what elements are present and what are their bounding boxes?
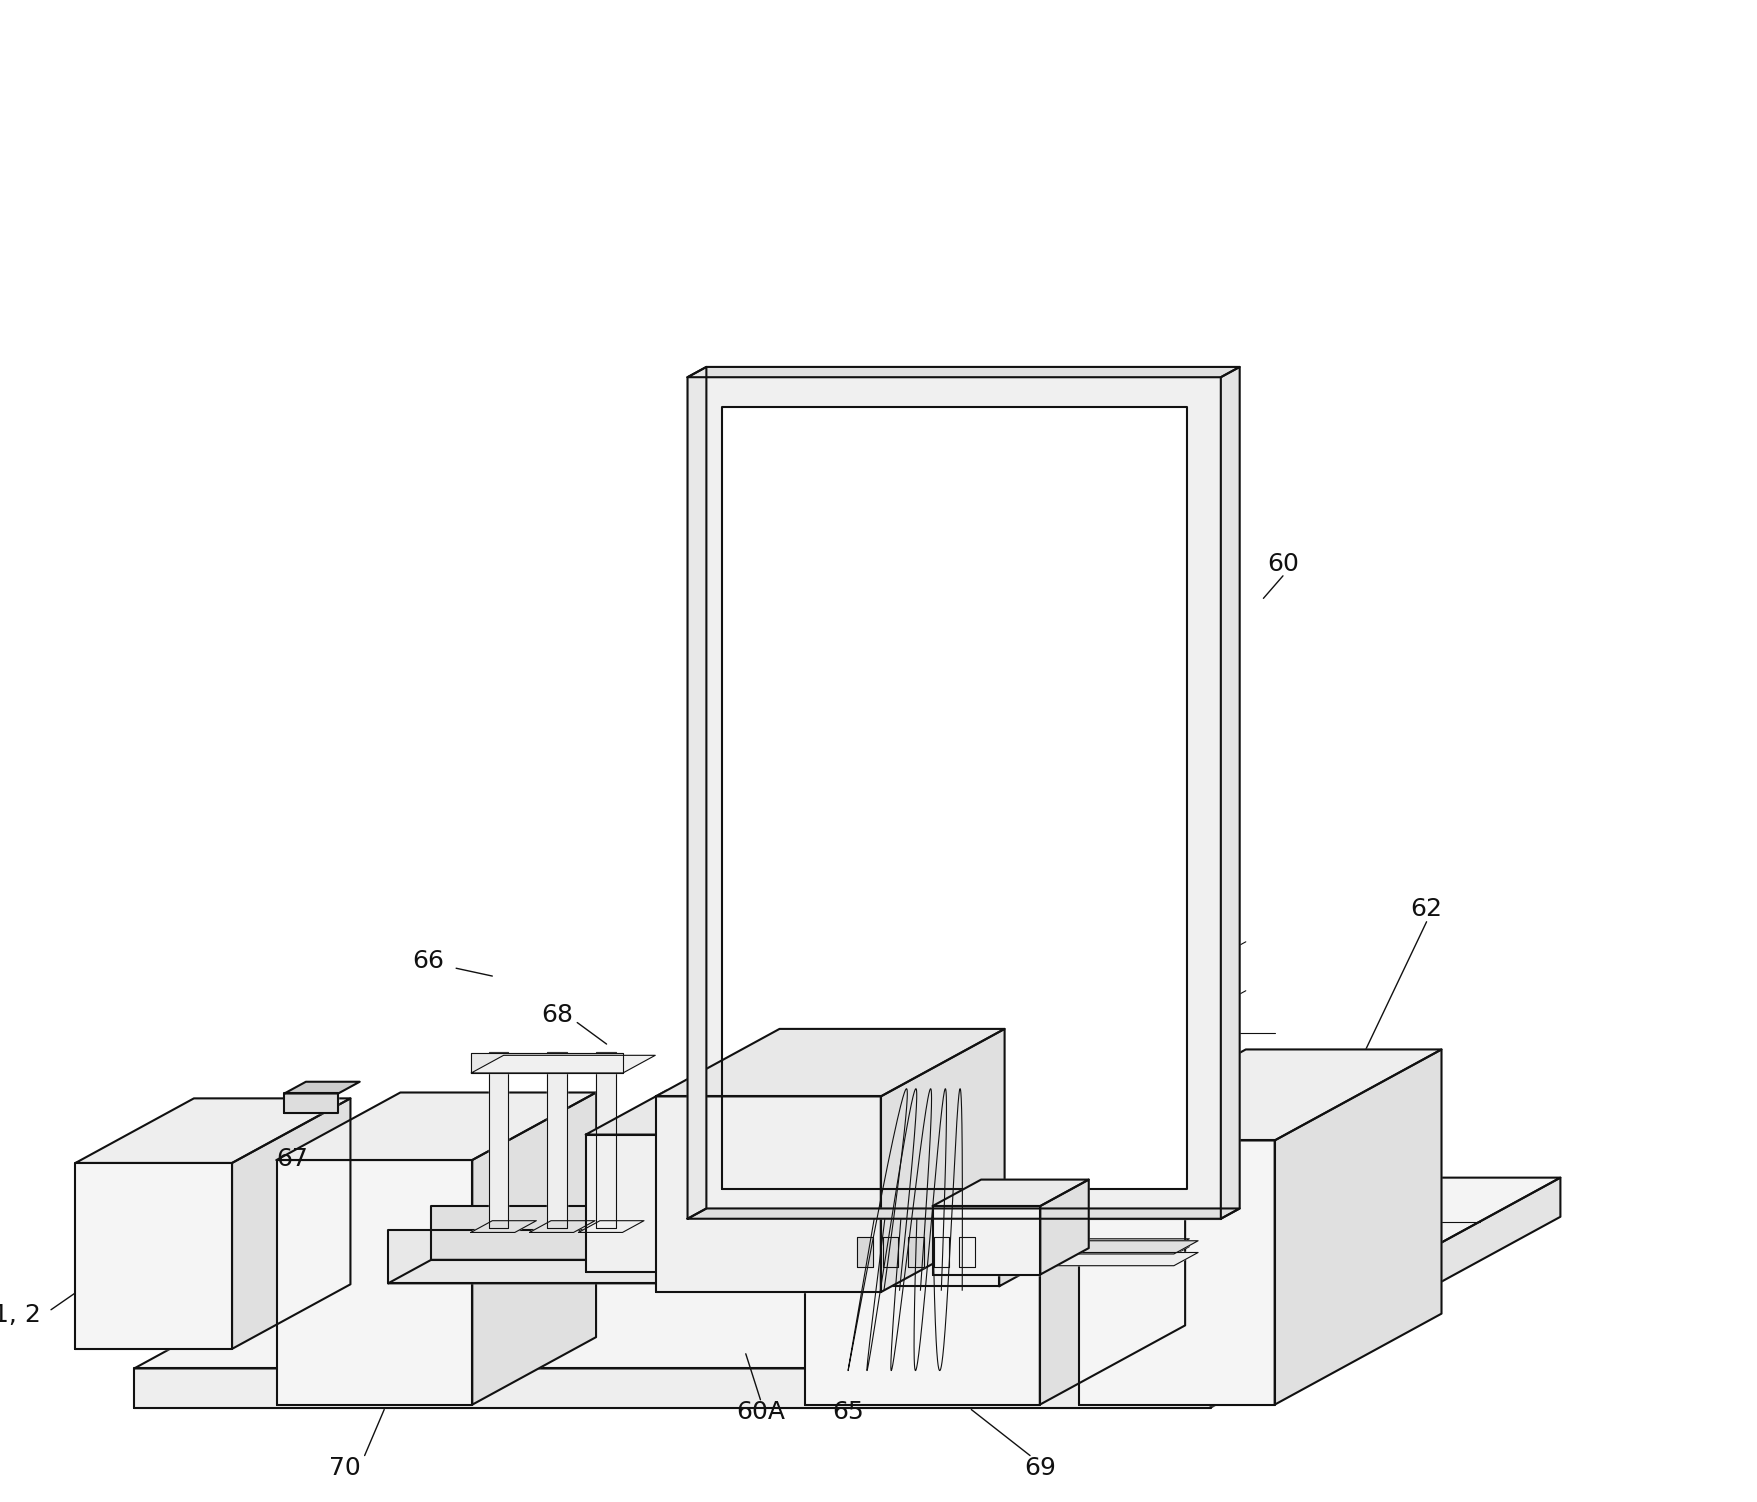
Polygon shape <box>1079 1140 1274 1404</box>
Polygon shape <box>1274 1050 1441 1404</box>
Text: 66: 66 <box>413 949 445 973</box>
Polygon shape <box>585 1134 763 1272</box>
Polygon shape <box>1079 1050 1441 1140</box>
Polygon shape <box>388 1230 994 1283</box>
Polygon shape <box>285 1093 337 1113</box>
Polygon shape <box>857 1238 873 1266</box>
Text: 70: 70 <box>329 1457 360 1481</box>
Polygon shape <box>473 1092 596 1404</box>
Text: 17, 18: 17, 18 <box>996 508 1075 532</box>
Polygon shape <box>1040 1071 1186 1404</box>
Polygon shape <box>842 1241 1198 1254</box>
Polygon shape <box>655 1029 1005 1096</box>
Text: 67: 67 <box>276 1148 307 1172</box>
Polygon shape <box>1221 366 1240 1218</box>
Polygon shape <box>908 1238 924 1266</box>
Polygon shape <box>388 1260 1038 1283</box>
Polygon shape <box>687 377 1221 1218</box>
Polygon shape <box>959 1238 975 1266</box>
Text: 63: 63 <box>929 966 961 990</box>
Polygon shape <box>471 1053 624 1072</box>
Polygon shape <box>843 1072 1086 1120</box>
Polygon shape <box>529 1221 596 1233</box>
Polygon shape <box>763 1090 843 1272</box>
Polygon shape <box>933 1179 1089 1206</box>
Polygon shape <box>687 366 706 1218</box>
Polygon shape <box>232 1098 350 1349</box>
Polygon shape <box>76 1163 232 1349</box>
Polygon shape <box>134 1178 1560 1368</box>
Polygon shape <box>933 1238 949 1266</box>
Polygon shape <box>817 1247 1189 1263</box>
Polygon shape <box>655 1096 880 1292</box>
Polygon shape <box>471 1221 536 1233</box>
Polygon shape <box>578 1221 645 1233</box>
Text: 64: 64 <box>979 1080 1010 1104</box>
Polygon shape <box>471 1056 655 1072</box>
Polygon shape <box>1000 1072 1086 1286</box>
Polygon shape <box>842 1253 1198 1266</box>
Polygon shape <box>548 1051 568 1229</box>
Polygon shape <box>882 1238 898 1266</box>
Polygon shape <box>1211 1178 1560 1407</box>
Polygon shape <box>880 1029 1005 1292</box>
Polygon shape <box>596 1051 617 1229</box>
Polygon shape <box>285 1081 360 1093</box>
Polygon shape <box>76 1098 350 1163</box>
Text: 61: 61 <box>1102 1092 1133 1116</box>
Polygon shape <box>933 1206 1040 1275</box>
Polygon shape <box>843 1120 1000 1286</box>
Polygon shape <box>134 1368 1211 1407</box>
Polygon shape <box>687 366 1240 377</box>
Text: 62: 62 <box>1411 897 1442 921</box>
Text: 60: 60 <box>1267 553 1298 577</box>
Polygon shape <box>585 1090 843 1134</box>
Polygon shape <box>276 1092 596 1160</box>
Polygon shape <box>687 1209 1240 1218</box>
Text: 65: 65 <box>833 1400 864 1424</box>
Text: 69: 69 <box>1024 1457 1056 1481</box>
Text: 68: 68 <box>541 1003 573 1027</box>
Text: 1, 2: 1, 2 <box>0 1302 40 1326</box>
Text: 60A: 60A <box>736 1400 785 1424</box>
Polygon shape <box>805 1151 1040 1404</box>
Polygon shape <box>430 1206 1038 1260</box>
Polygon shape <box>722 407 1186 1190</box>
Polygon shape <box>488 1051 508 1229</box>
Polygon shape <box>805 1071 1186 1151</box>
Polygon shape <box>276 1160 473 1404</box>
Polygon shape <box>1040 1179 1089 1275</box>
Polygon shape <box>817 1239 1189 1256</box>
